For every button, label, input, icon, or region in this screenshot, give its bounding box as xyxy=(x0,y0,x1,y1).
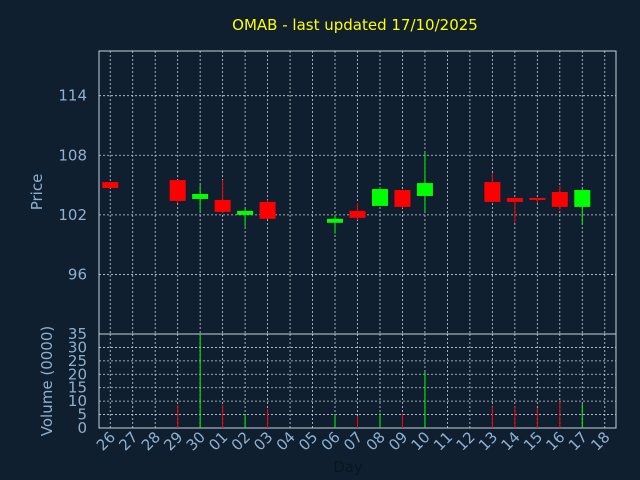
volume-tick-label: 20 xyxy=(68,365,87,383)
candle-body xyxy=(416,183,433,196)
candle-body xyxy=(214,199,231,212)
candle-body xyxy=(349,210,366,218)
volume-tick-label: 25 xyxy=(68,352,87,370)
volume-tick-label: 35 xyxy=(68,325,87,343)
candle-body xyxy=(484,182,501,202)
candle-body xyxy=(169,180,186,201)
chart-title: OMAB - last updated 17/10/2025 xyxy=(232,16,478,34)
candle-body xyxy=(102,182,119,189)
candle-body xyxy=(529,197,546,200)
volume-tick-label: 15 xyxy=(68,379,87,397)
candle-body xyxy=(237,210,254,215)
x-axis-ticks: 2627282930010203040506070809101112131415… xyxy=(93,428,614,454)
volume-tick-label: 5 xyxy=(77,406,87,424)
price-tick-label: 96 xyxy=(68,265,87,283)
x-tick-label: 18 xyxy=(587,428,613,454)
candle-body xyxy=(574,190,591,207)
candle-body xyxy=(506,197,523,202)
x-axis-label: Day xyxy=(333,458,363,476)
volume-tick-label: 10 xyxy=(68,392,87,410)
candle-body xyxy=(192,193,209,199)
price-tick-label: 102 xyxy=(58,206,87,224)
volume-tick-label: 0 xyxy=(77,419,87,437)
candle-body xyxy=(259,201,276,219)
candle-body xyxy=(551,192,568,207)
candle-body xyxy=(394,190,411,207)
price-tick-label: 114 xyxy=(58,87,87,105)
candle-body xyxy=(371,189,388,206)
price-tick-label: 108 xyxy=(58,146,87,164)
price-axis-label: Price xyxy=(28,174,46,211)
volume-axis-label: Volume (0000) xyxy=(38,326,56,436)
volume-tick-label: 30 xyxy=(68,338,87,356)
candle-body xyxy=(327,218,344,223)
volume-frame xyxy=(98,333,617,429)
price-panel: 96 102 108 114 xyxy=(58,50,617,335)
